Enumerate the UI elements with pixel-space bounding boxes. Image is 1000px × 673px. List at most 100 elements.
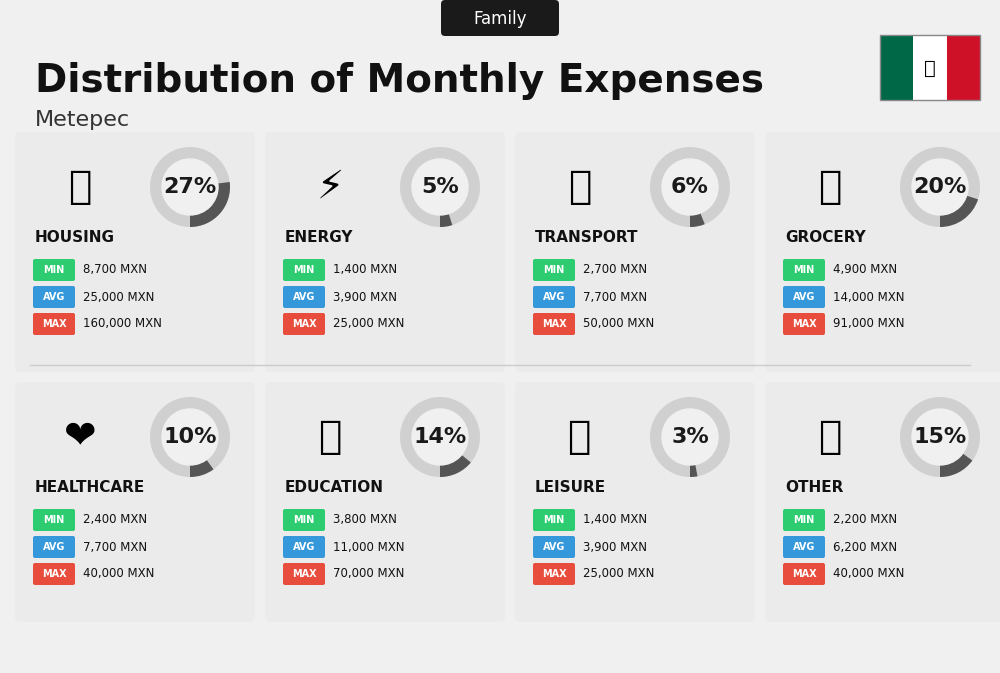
FancyBboxPatch shape [783,259,825,281]
Wedge shape [900,397,980,477]
Text: 7,700 MXN: 7,700 MXN [583,291,647,304]
FancyBboxPatch shape [765,132,1000,372]
Circle shape [412,159,468,215]
Text: MAX: MAX [542,319,566,329]
FancyBboxPatch shape [283,563,325,585]
Text: MIN: MIN [293,515,315,525]
Text: 🛍️: 🛍️ [568,418,592,456]
Text: 6%: 6% [671,177,709,197]
Text: AVG: AVG [43,542,65,552]
Text: 40,000 MXN: 40,000 MXN [833,567,904,581]
Text: 2,700 MXN: 2,700 MXN [583,264,647,277]
Text: 💰: 💰 [818,418,842,456]
Text: AVG: AVG [43,292,65,302]
Wedge shape [900,147,980,227]
Wedge shape [150,397,230,477]
FancyBboxPatch shape [533,536,575,558]
Text: TRANSPORT: TRANSPORT [535,229,639,244]
Text: 11,000 MXN: 11,000 MXN [333,540,404,553]
FancyBboxPatch shape [283,536,325,558]
FancyBboxPatch shape [283,509,325,531]
Bar [880,35,980,100]
Circle shape [162,159,218,215]
Text: MAX: MAX [292,319,316,329]
FancyBboxPatch shape [283,286,325,308]
Text: MAX: MAX [292,569,316,579]
Text: AVG: AVG [543,292,565,302]
Text: 6,200 MXN: 6,200 MXN [833,540,897,553]
Text: 10%: 10% [163,427,217,447]
FancyBboxPatch shape [441,0,559,36]
Text: 91,000 MXN: 91,000 MXN [833,318,904,330]
Circle shape [912,159,968,215]
Text: MIN: MIN [543,515,565,525]
Text: 25,000 MXN: 25,000 MXN [333,318,404,330]
Text: 1,400 MXN: 1,400 MXN [583,513,647,526]
FancyBboxPatch shape [515,132,755,372]
Text: OTHER: OTHER [785,479,843,495]
Text: MIN: MIN [793,515,815,525]
FancyBboxPatch shape [283,313,325,335]
FancyBboxPatch shape [15,132,255,372]
Text: EDUCATION: EDUCATION [285,479,384,495]
Text: 8,700 MXN: 8,700 MXN [83,264,147,277]
FancyBboxPatch shape [783,313,825,335]
Text: GROCERY: GROCERY [785,229,866,244]
Text: Family: Family [473,10,527,28]
Text: 1,400 MXN: 1,400 MXN [333,264,397,277]
Text: 3,800 MXN: 3,800 MXN [333,513,397,526]
Text: 2,200 MXN: 2,200 MXN [833,513,897,526]
FancyBboxPatch shape [33,563,75,585]
Circle shape [662,409,718,465]
Text: 25,000 MXN: 25,000 MXN [83,291,154,304]
Text: MAX: MAX [42,319,66,329]
Text: 4,900 MXN: 4,900 MXN [833,264,897,277]
FancyBboxPatch shape [783,509,825,531]
Circle shape [412,409,468,465]
Wedge shape [650,147,730,227]
Wedge shape [690,213,705,227]
Text: 🚌: 🚌 [568,168,592,206]
Text: ENERGY: ENERGY [285,229,354,244]
Text: AVG: AVG [543,542,565,552]
FancyBboxPatch shape [783,286,825,308]
Text: 14,000 MXN: 14,000 MXN [833,291,904,304]
FancyBboxPatch shape [515,382,755,622]
Text: ❤️: ❤️ [64,418,96,456]
Bar [947,35,980,100]
Wedge shape [440,455,471,477]
Text: 2,400 MXN: 2,400 MXN [83,513,147,526]
Wedge shape [150,147,230,227]
FancyBboxPatch shape [533,313,575,335]
Text: LEISURE: LEISURE [535,479,606,495]
FancyBboxPatch shape [15,382,255,622]
Text: HOUSING: HOUSING [35,229,115,244]
Text: Metepec: Metepec [35,110,130,130]
Wedge shape [400,147,480,227]
Wedge shape [940,196,978,227]
FancyBboxPatch shape [33,286,75,308]
Text: 7,700 MXN: 7,700 MXN [83,540,147,553]
Text: MAX: MAX [42,569,66,579]
Text: 20%: 20% [913,177,967,197]
Text: 🛒: 🛒 [818,168,842,206]
Circle shape [662,159,718,215]
Text: 50,000 MXN: 50,000 MXN [583,318,654,330]
Wedge shape [190,460,214,477]
Wedge shape [440,213,452,227]
Text: MIN: MIN [293,265,315,275]
Text: 15%: 15% [913,427,967,447]
FancyBboxPatch shape [33,509,75,531]
Text: MIN: MIN [543,265,565,275]
FancyBboxPatch shape [533,509,575,531]
Text: 5%: 5% [421,177,459,197]
Text: MIN: MIN [43,265,65,275]
Text: MIN: MIN [43,515,65,525]
FancyBboxPatch shape [783,563,825,585]
Text: MAX: MAX [792,569,816,579]
Wedge shape [690,464,697,477]
Text: MAX: MAX [542,569,566,579]
Text: 3,900 MXN: 3,900 MXN [583,540,647,553]
Text: 3,900 MXN: 3,900 MXN [333,291,397,304]
Wedge shape [190,182,230,227]
